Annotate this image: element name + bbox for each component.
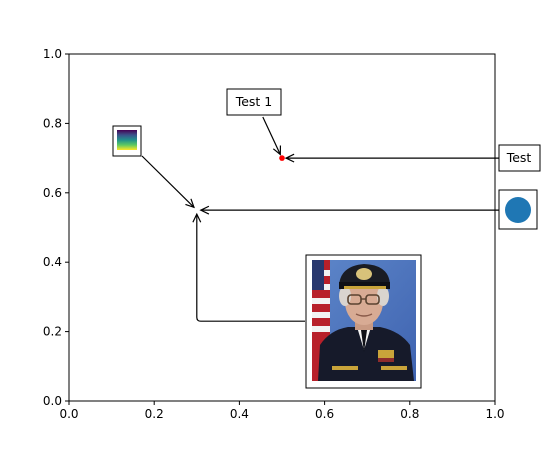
annotation-test-1: Test 1: [226, 88, 282, 116]
x-tick-label: 0.4: [230, 407, 249, 421]
plot-area: [68, 53, 496, 402]
y-tick-label: 0.0: [43, 394, 62, 408]
arrow-line: [196, 214, 305, 322]
data-point: [279, 155, 285, 161]
x-tick-label: 0.6: [315, 407, 334, 421]
y-tick-label: 0.2: [43, 325, 62, 339]
arrow-line: [141, 155, 195, 208]
x-tick-label: 1.0: [485, 407, 504, 421]
annotation-gradient: [112, 125, 142, 157]
annotation-test-1-label: Test 1: [235, 94, 273, 109]
x-tick-label: 0.0: [59, 407, 78, 421]
portrait-image: [312, 260, 416, 381]
axis-ticks: 0.0 0.2 0.4 0.6 0.8 1.0 0.0 0.2 0.4 0.6 0.8 1.0: [43, 47, 505, 421]
annotation-test-label: Test: [506, 150, 532, 165]
x-tick-label: 0.8: [400, 407, 419, 421]
data-points: [279, 155, 285, 161]
arrow-head: [185, 198, 195, 209]
arrow-head: [192, 212, 202, 223]
annotation-test: Test: [498, 144, 541, 172]
gradient-swatch: [117, 130, 137, 150]
x-tick-label: 0.2: [145, 407, 164, 421]
annotation-circle: [498, 189, 538, 230]
arrow-head: [199, 205, 210, 215]
annotation-arrows: [141, 116, 499, 322]
arrow-line: [262, 116, 281, 155]
arrow-head: [284, 153, 295, 163]
y-tick-label: 0.8: [43, 116, 62, 130]
y-tick-label: 0.4: [43, 255, 62, 269]
annotation-test-box: [498, 144, 541, 172]
annotation-photo: [305, 254, 422, 389]
y-tick-label: 1.0: [43, 47, 62, 61]
y-tick-label: 0.6: [43, 186, 62, 200]
arrow-head: [272, 145, 282, 156]
annotation-test-1-box: [226, 88, 282, 116]
blue-circle-marker: [505, 197, 531, 223]
